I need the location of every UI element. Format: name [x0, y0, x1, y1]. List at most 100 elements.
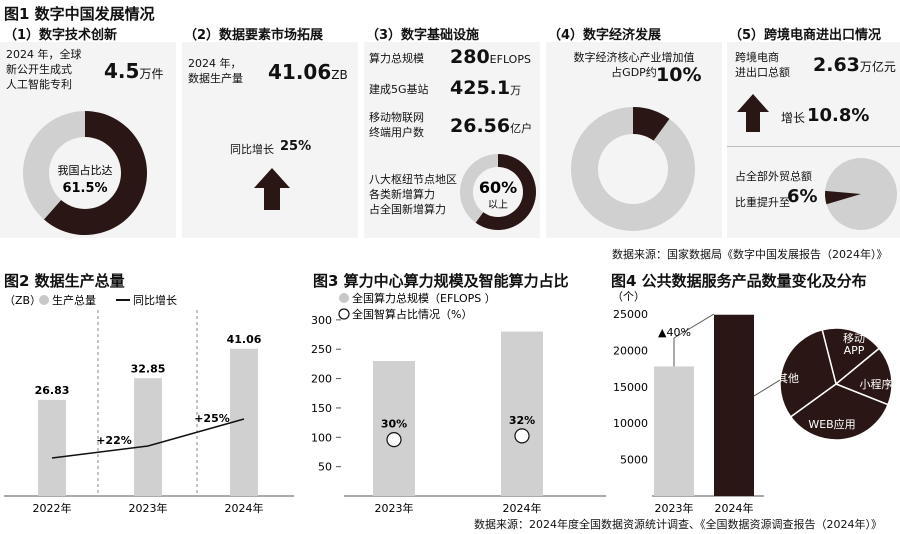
fig4-y-tick: 5000	[620, 454, 648, 467]
fig4-unit: （个）	[612, 290, 645, 303]
fig4-pie-slice	[821, 327, 881, 386]
fig4-y-tick: 20000	[613, 344, 648, 357]
fig3-legend-circle-swatch	[338, 308, 350, 320]
fig4-bar	[714, 314, 754, 496]
panel2-value: 41.06	[268, 60, 332, 84]
up-arrow-icon	[254, 168, 290, 210]
fig3-x-tick: 2023年	[375, 501, 414, 515]
panel3-row1-label: 算力总规模	[369, 52, 424, 65]
panel5-pie	[825, 158, 897, 230]
fig4-pie-slice	[789, 383, 890, 441]
fig2-legend-line: 同比增长	[133, 293, 177, 307]
fig3-share-label: 30%	[381, 418, 407, 431]
fig3-title: 图3 算力中心算力规模及智能算力占比	[313, 272, 569, 290]
fig1-source: 数据来源：国家数据局《数字中国发展报告（2024年）》	[612, 248, 888, 261]
panel4-donut	[571, 107, 695, 231]
panel3-donut: 60% 以上	[460, 154, 536, 230]
fig3-y-tick: 100	[311, 431, 332, 444]
panel4-donut-hole	[598, 134, 668, 204]
panel3-row2-unit: 万	[510, 84, 522, 97]
fig4-y-tick: 25000	[613, 308, 648, 321]
panel5-unit: 万亿元	[859, 60, 896, 74]
panel5-heading: （5）跨境电商进出口情况	[729, 28, 882, 43]
bottom-source: 数据来源：2024年度全国数据资源统计调查、《全国数据资源调查报告（2024年）…	[474, 518, 882, 531]
panel3-donut-hole	[473, 167, 523, 217]
panel5-value: 2.63	[813, 54, 860, 76]
fig1-title: 图1 数字中国发展情况	[4, 5, 155, 23]
fig4-pie-slice	[834, 347, 893, 406]
fig4-pie-slice	[779, 328, 837, 418]
up-arrow-icon	[737, 94, 769, 132]
panel1-heading: （1）数字技术创新	[4, 28, 118, 43]
fig4-growth-note: ▲40%	[658, 326, 691, 339]
panel5-desc: 跨境电商 进出口总额	[735, 51, 790, 79]
panel1-donut-value: 61.5%	[62, 181, 107, 196]
fig2-title: 图2 数据生产总量	[4, 272, 125, 290]
fig2-bar-label: 32.85	[131, 362, 166, 375]
fig3-share-marker	[386, 432, 402, 448]
panel4: 数字经济核心产业增加值 占GDP约 10%	[546, 42, 722, 238]
panel3: 算力总规模 280EFLOPS 建成5G基站 425.1万 移动物联网 终端用户…	[364, 42, 540, 238]
fig3-bar	[501, 331, 543, 496]
fig4-title: 图4 公共数据服务产品数量变化及分布	[611, 272, 867, 290]
panel5-share-desc: 占全部外贸总额 比重提升至	[735, 170, 812, 209]
panel5-share-value: 6%	[787, 186, 818, 207]
panel4-heading: （4）数字经济发展	[548, 28, 662, 43]
fig3-y-tick: 50	[318, 461, 332, 474]
panel3-row3-value: 26.56	[450, 115, 511, 137]
fig2-bar-label: 26.83	[35, 384, 70, 397]
panel3-heading: （3）数字基础设施	[366, 28, 480, 43]
fig3-y-tick: 250	[311, 343, 332, 356]
fig2-bar	[134, 378, 162, 496]
fig4-chart: （个） 5000 10000 15000 20000 25000 2023年 2024年 移动…	[612, 290, 893, 515]
panel3-donut-value: 60%	[479, 178, 517, 197]
fig4-y-tick: 15000	[613, 381, 648, 394]
panel3-row2-value: 425.1	[450, 77, 511, 99]
panel4-value: 10%	[656, 64, 702, 86]
fig4-pie-label: 移动	[843, 332, 865, 345]
panel3-row2-label: 建成5G基站	[369, 83, 429, 96]
panel1: 2024 年，全球 新公开生成式 人工智能专利 4.5万件 我国占比达 61.5…	[0, 42, 176, 238]
fig4-x-tick: 2023年	[655, 501, 694, 515]
fig2-growth-line	[51, 418, 245, 459]
fig2-chart: （ZB） 生产总量 同比增长 26.83 2022年 32.85 2023年 41.06…	[4, 293, 294, 515]
fig3-y-tick: 200	[311, 373, 332, 386]
fig3-y-tick: 300	[311, 314, 332, 327]
fig4-pie-label: WEB应用	[808, 417, 855, 431]
panel2: 2024 年， 数据生产量 41.06ZB 同比增长 25%	[182, 42, 358, 238]
fig4-y-tick: 10000	[613, 417, 648, 430]
fig2-legend-bar-swatch	[39, 295, 49, 305]
fig2-unit: （ZB）	[4, 294, 41, 307]
panel5-pie-slice	[825, 190, 861, 205]
fig3-share-label: 32%	[509, 414, 535, 427]
panel3-hub-desc: 八大枢纽节点地区 各类新增算力 占全国新增算力	[369, 173, 457, 216]
panel5-growth-value: 10.8%	[807, 105, 870, 126]
panel1-value: 4.5	[104, 59, 140, 83]
fig2-bar-label: 41.06	[227, 333, 262, 346]
fig3-chart: 全国算力总规模（EFLOPS ） 全国智算占比情况（%） 50 100 150 200…	[311, 291, 606, 515]
fig3-y-tick: 150	[311, 402, 332, 415]
fig4-bar	[654, 366, 694, 496]
fig2-bar	[38, 399, 66, 496]
fig2-x-tick: 2022年	[33, 501, 72, 515]
fig2-growth-label: +25%	[194, 412, 230, 425]
fig4-pie-connector	[753, 379, 781, 397]
panel1-unit: 万件	[139, 67, 164, 81]
panel2-desc: 2024 年， 数据生产量	[188, 57, 243, 85]
panel2-growth-value: 25%	[280, 139, 312, 154]
fig2-x-tick: 2024年	[225, 501, 264, 515]
fig3-legend-bar-swatch	[339, 293, 349, 303]
panel1-donut-label: 我国占比达	[58, 163, 113, 177]
panel3-donut-sub: 以上	[488, 199, 508, 211]
fig3-bar	[373, 360, 415, 496]
panel3-row3-unit: 亿户	[510, 122, 533, 135]
fig2-x-tick: 2023年	[129, 501, 168, 515]
fig4-growth-connector	[673, 313, 715, 339]
panel1-donut-hole	[49, 137, 121, 209]
panel3-row3-label: 移动物联网 终端用户数	[369, 111, 424, 139]
panel1-desc: 2024 年，全球 新公开生成式 人工智能专利	[6, 48, 82, 91]
panel5: 跨境电商 进出口总额 2.63万亿元 增长 10.8% 占全部外贸总额 比重提升…	[727, 42, 900, 238]
fig4-x-tick: 2024年	[715, 501, 754, 515]
panel3-row1-value: 280	[450, 46, 490, 68]
fig4-pie-label: 其他	[777, 372, 799, 385]
